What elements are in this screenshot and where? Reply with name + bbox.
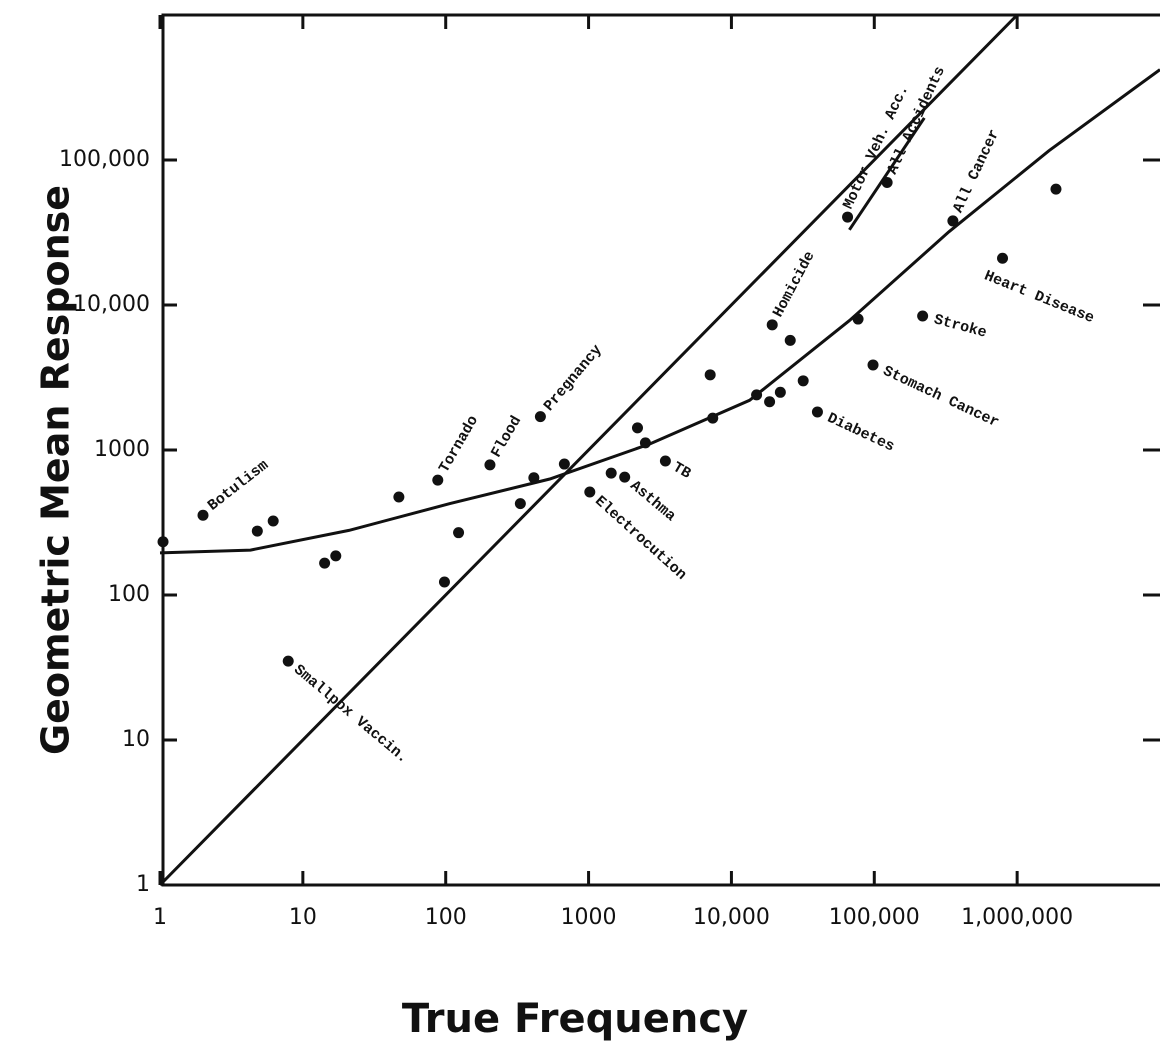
y-tick-label: 100	[108, 582, 150, 607]
x-tick-label: 10,000	[693, 905, 770, 930]
x-tick-label: 1	[153, 905, 167, 930]
point-label-group: Asthma	[627, 477, 679, 525]
x-tick-label: 1,000,000	[961, 905, 1073, 930]
x-tick-label: 100,000	[829, 905, 920, 930]
data-point	[631, 422, 643, 434]
point-label: Botulism	[205, 457, 272, 515]
point-label: Heart Disease	[982, 267, 1097, 327]
point-label-group: TB	[670, 459, 694, 483]
data-point	[997, 252, 1009, 264]
point-label-group: All Cancer	[950, 127, 1003, 216]
data-point	[774, 386, 786, 398]
data-point	[867, 359, 879, 371]
x-axis-title: True Frequency	[402, 996, 748, 1042]
point-label: Flood	[488, 413, 525, 460]
point-label-group: Electrocution	[591, 493, 689, 584]
fit-line	[159, 68, 1160, 555]
data-point	[1050, 183, 1062, 195]
point-label: Tornado	[436, 413, 482, 476]
point-label: Pregnancy	[541, 342, 606, 415]
data-point	[842, 211, 854, 223]
data-point	[619, 471, 631, 483]
y-tick-label: 10	[122, 727, 150, 752]
point-label: Electrocution	[591, 493, 689, 584]
data-point	[453, 527, 465, 539]
data-point	[766, 319, 778, 331]
data-point	[330, 550, 342, 562]
point-label: TB	[670, 459, 694, 483]
data-point	[393, 491, 405, 503]
data-point	[704, 369, 716, 381]
point-label: Asthma	[627, 477, 679, 525]
data-point	[881, 176, 893, 188]
x-tick-label: 1000	[561, 905, 617, 930]
y-tick-label: 10,000	[73, 292, 150, 317]
data-point	[157, 536, 169, 548]
y-axis-title: Geometric Mean Response	[34, 185, 78, 755]
y-tick-label: 100,000	[59, 147, 150, 172]
data-point	[639, 437, 651, 449]
data-point	[797, 375, 809, 387]
data-point	[438, 576, 450, 588]
point-label: Smallpox Vaccin.	[290, 661, 411, 767]
data-point	[197, 509, 209, 521]
data-point	[947, 215, 959, 227]
data-point	[784, 334, 796, 346]
point-label-group: Stroke	[932, 311, 989, 341]
data-point	[764, 396, 776, 408]
fit-line	[158, 13, 1019, 887]
data-point	[707, 412, 719, 424]
data-point	[811, 406, 823, 418]
plot-frame	[161, 13, 1160, 887]
x-tick-label: 100	[425, 905, 467, 930]
data-point	[751, 389, 763, 401]
point-label: All Cancer	[950, 127, 1003, 216]
point-label: Stroke	[932, 311, 989, 341]
y-tick-label: 1	[136, 872, 150, 897]
point-label-group: Pregnancy	[541, 342, 606, 415]
point-label-group: Diabetes	[825, 410, 897, 456]
point-label: Diabetes	[825, 410, 897, 456]
data-point	[852, 313, 864, 325]
point-label-group: Stomach Cancer	[880, 363, 1001, 432]
y-tick-label: 1000	[94, 437, 150, 462]
point-label-group: Tornado	[436, 413, 482, 476]
data-point	[282, 655, 294, 667]
data-point	[251, 525, 263, 537]
data-point	[267, 515, 279, 527]
point-label-group: Heart Disease	[982, 267, 1097, 327]
data-point	[432, 474, 444, 486]
data-point	[605, 467, 617, 479]
fit-line	[848, 117, 926, 231]
point-label: Stomach Cancer	[880, 363, 1001, 432]
point-label-group: Smallpox Vaccin.	[290, 661, 411, 767]
data-point	[584, 486, 596, 498]
data-point	[484, 459, 496, 471]
data-point	[319, 557, 331, 569]
data-point	[659, 455, 671, 467]
point-label-group: Flood	[488, 413, 525, 460]
data-point	[534, 411, 546, 423]
data-point	[917, 310, 929, 322]
point-label-group: Botulism	[205, 457, 272, 515]
data-point	[558, 458, 570, 470]
data-point	[528, 472, 540, 484]
x-tick-label: 10	[289, 905, 317, 930]
data-point	[514, 498, 526, 510]
